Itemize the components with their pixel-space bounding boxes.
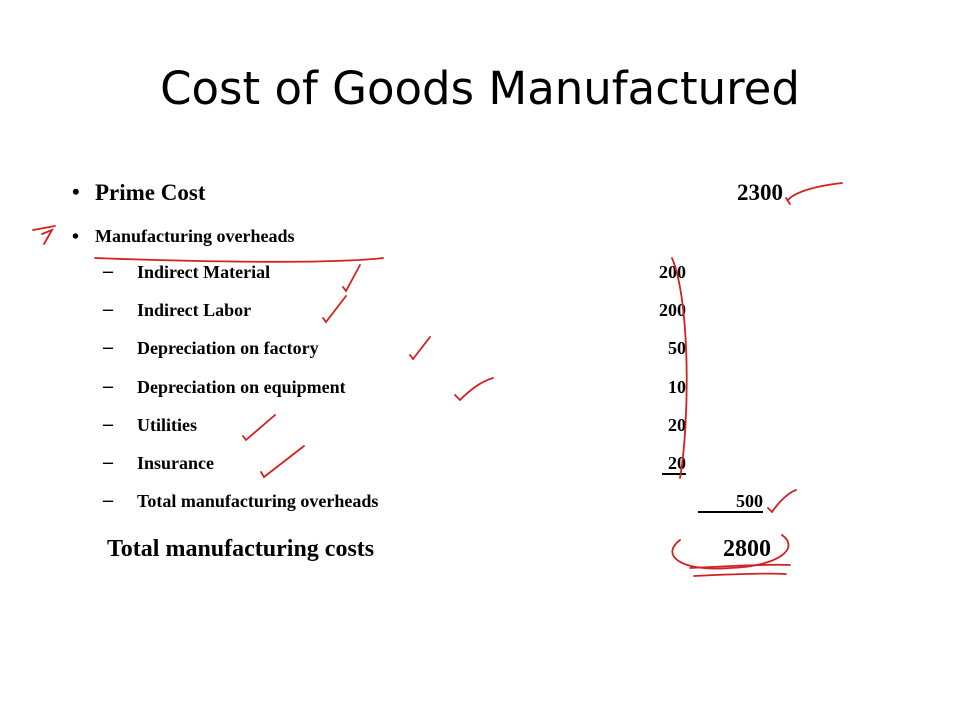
check-mark (767, 489, 797, 514)
dash: – (103, 451, 113, 473)
row-label: Indirect Labor (137, 300, 252, 320)
value-text: 10 (668, 377, 686, 397)
dash: – (103, 298, 113, 320)
row-label: Utilities (137, 415, 197, 435)
total-value: 2800 (723, 536, 771, 562)
dash: – (103, 489, 113, 511)
circle-mark (671, 534, 790, 570)
check-mark (322, 295, 347, 324)
value-text: 20 (668, 415, 686, 435)
bullet: • (72, 179, 80, 204)
section-heading: Manufacturing overheads (95, 226, 295, 246)
row-value: 50 (600, 339, 686, 357)
check-mark (785, 197, 791, 205)
dash: – (103, 413, 113, 435)
value-text: 200 (659, 300, 686, 320)
underline-mark (689, 563, 791, 577)
bracket-mark (671, 257, 688, 479)
check-mark (342, 264, 361, 293)
row-label: Depreciation on factory (137, 338, 319, 358)
check-mark (242, 414, 276, 442)
dash: – (103, 336, 113, 358)
row-value: 200 (600, 301, 686, 319)
check-mark (260, 445, 305, 479)
row-label: Prime Cost (95, 180, 206, 205)
total-label: Total manufacturing costs (107, 536, 375, 562)
row-value: 200 (600, 263, 686, 281)
row-label: Total manufacturing overheads (137, 491, 379, 511)
value-text: 50 (668, 338, 686, 358)
slide-title: Cost of Goods Manufactured (160, 62, 800, 115)
row-value: 10 (600, 378, 686, 396)
dash: – (103, 260, 113, 282)
bullet: • (72, 226, 80, 248)
row-value: 2300 (737, 180, 783, 205)
row-label: Depreciation on equipment (137, 377, 346, 397)
check-mark (454, 377, 494, 402)
value-text: 500 (698, 491, 763, 513)
arrow-mark (32, 225, 56, 245)
check-mark (409, 336, 431, 361)
row-label: Insurance (137, 453, 215, 473)
dash: – (103, 375, 113, 397)
row-value: 20 (600, 416, 686, 434)
row-value: 500 (680, 491, 763, 513)
underline-mark (94, 257, 384, 263)
row-label: Indirect Material (137, 262, 271, 282)
check-mark (787, 182, 843, 201)
value-text: 200 (659, 262, 686, 282)
